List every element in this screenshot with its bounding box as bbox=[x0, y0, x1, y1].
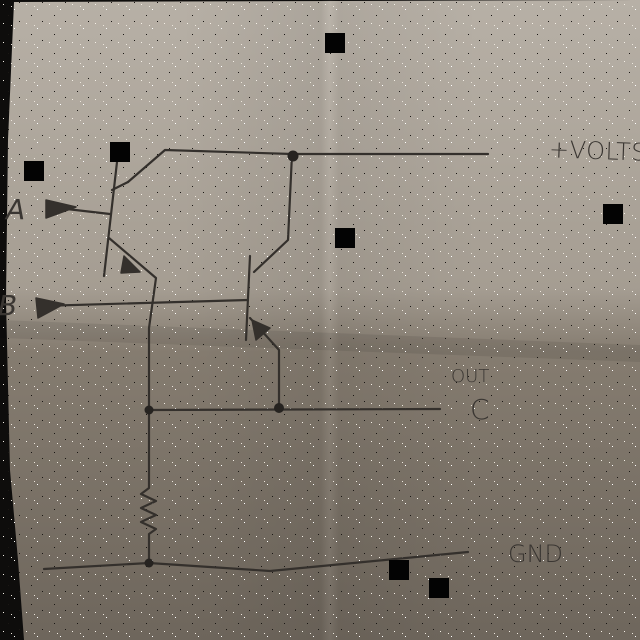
output-junction-dot-left bbox=[144, 405, 154, 415]
ground-rail-wire bbox=[42, 550, 470, 573]
supply-junction-dot bbox=[287, 150, 299, 162]
q2-emitter-arrow-icon bbox=[251, 319, 271, 341]
output-name-label: C bbox=[470, 393, 490, 426]
transistor-q2-base-bar bbox=[244, 254, 252, 342]
redaction-square bbox=[335, 228, 355, 248]
ground-label: GND bbox=[508, 540, 564, 568]
redaction-square bbox=[325, 33, 345, 53]
input-b-wire bbox=[38, 298, 250, 308]
input-b-arrow-icon bbox=[35, 297, 65, 319]
transistor-q2-collector-wire bbox=[252, 152, 294, 274]
redaction-square bbox=[24, 161, 44, 181]
input-b-label: B bbox=[0, 292, 17, 320]
transistor-q1-base-bar bbox=[102, 160, 119, 278]
ground-junction-dot bbox=[144, 558, 154, 568]
output-tag-label: OUT bbox=[451, 366, 490, 387]
q1-emitter-arrow-icon bbox=[120, 255, 141, 274]
redaction-square bbox=[110, 142, 130, 162]
input-a-label: A bbox=[6, 193, 26, 226]
supply-rail-wire bbox=[126, 148, 490, 184]
input-a-arrow-icon bbox=[45, 199, 77, 219]
resistor bbox=[139, 408, 158, 564]
output-wire bbox=[147, 407, 442, 412]
output-junction-dot-right bbox=[274, 403, 284, 413]
redaction-square bbox=[603, 204, 623, 224]
redaction-square bbox=[429, 578, 449, 598]
transistor-q1-collector bbox=[110, 180, 130, 192]
redaction-square bbox=[389, 560, 409, 580]
supply-label: +VOLTS bbox=[548, 135, 640, 167]
